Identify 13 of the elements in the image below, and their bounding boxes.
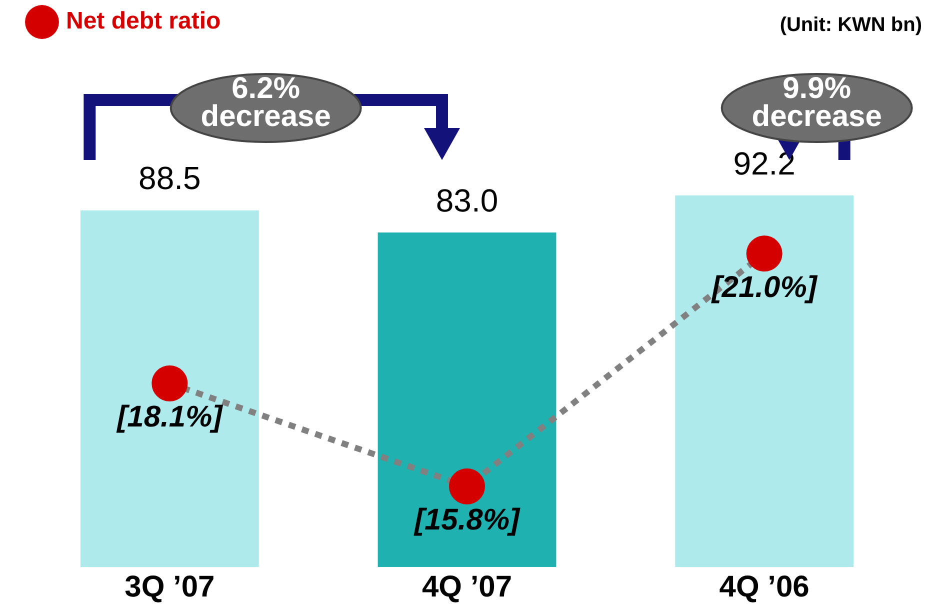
data-label: [18.1%] [116, 400, 224, 434]
data-label: [21.0%] [710, 270, 818, 304]
x-tick-label: 4Q ’07 [422, 570, 512, 604]
data-label: 92.2 [733, 145, 796, 182]
data-label: 88.5 [138, 160, 201, 196]
x-tick-label: 3Q ’07 [124, 570, 215, 604]
data-label: [15.8%] [413, 504, 521, 537]
text: 6.2% decrease [200, 72, 331, 133]
text: (Unit: KWN bn) [780, 14, 922, 37]
legend-label: Net debt ratio [66, 8, 221, 35]
text: 9.9% decrease [752, 72, 882, 133]
data-label: 83.0 [436, 182, 498, 218]
x-tick-label: 4Q ’06 [719, 570, 810, 604]
